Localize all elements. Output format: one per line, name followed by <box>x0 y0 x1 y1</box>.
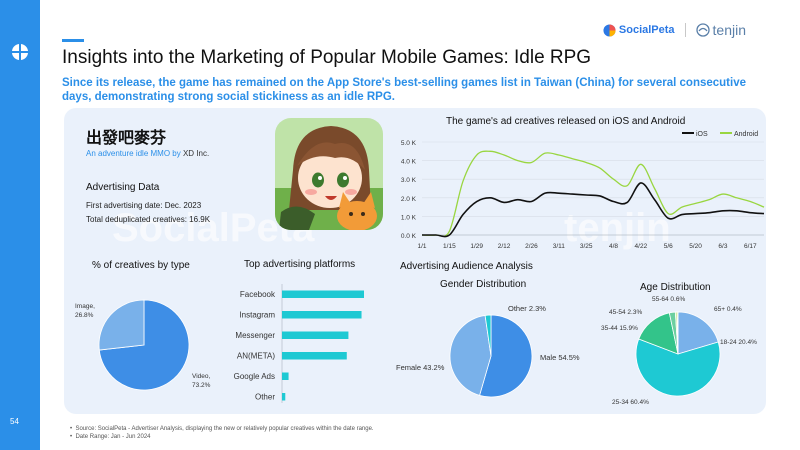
line-chart-x-tick: 3/11 <box>553 243 566 250</box>
age-label: 18-24 20.4% <box>720 339 757 346</box>
age-pie-chart: 18-24 20.4% 25-34 60.4% 35-44 15.9% 45-54 2… <box>601 296 757 406</box>
bar-google-ads <box>282 372 289 380</box>
line-chart-y-tick: 5.0 K <box>401 140 417 147</box>
brand-divider <box>684 23 686 37</box>
line-chart-x-tick: 6/3 <box>718 243 727 250</box>
audience-analysis-title: Advertising Audience Analysis <box>400 261 533 272</box>
creative-type-chart-title: % of creatives by type <box>92 260 190 271</box>
page-number: 54 <box>10 417 19 426</box>
pie-label-video: Video, <box>192 373 211 380</box>
age-label: 35-44 15.9% <box>601 325 638 332</box>
line-chart-y-tick: 1.0 K <box>401 214 417 221</box>
age-slice-18-24 <box>677 311 719 355</box>
socialpeta-logo-icon <box>603 23 616 37</box>
gender-label-male: Male 54.5% <box>540 353 580 362</box>
line-chart-x-tick: 5/6 <box>664 243 673 250</box>
game-description-prefix: An adventure idle MMO by <box>86 149 183 158</box>
line-chart-x-tick: 5/20 <box>689 243 702 250</box>
watermark-tenjin: tenjin <box>564 206 671 250</box>
legend-label-android: Android <box>734 131 758 138</box>
bar-category-label: Google Ads <box>234 372 275 381</box>
creative-type-pie-chart: Video, 73.2% Image, 26.8% <box>75 299 211 391</box>
line-chart-y-tick: 2.0 K <box>401 196 417 203</box>
pie-slice-image <box>98 299 145 351</box>
pie-label-video: 73.2% <box>192 382 211 389</box>
footnote-source: • Source: SocialPeta - Advertiser Analys… <box>70 426 374 432</box>
footnote-date-range: • Date Range: Jan - Jun 2024 <box>70 434 151 440</box>
line-chart-x-tick: 6/17 <box>744 243 757 250</box>
gender-label-other: Other 2.3% <box>508 304 546 313</box>
line-chart-y-tick: 4.0 K <box>401 159 417 166</box>
pie-logo-icon <box>12 44 28 60</box>
line-chart-x-tick: 2/26 <box>525 243 538 250</box>
line-chart-x-tick: 4/8 <box>609 243 618 250</box>
gender-label-female: Female 43.2% <box>396 363 445 372</box>
bar-an-meta- <box>282 352 347 360</box>
gender-slice-female <box>449 314 492 396</box>
socialpeta-logo-text: SocialPeta <box>618 24 675 36</box>
gender-chart-title: Gender Distribution <box>440 279 527 290</box>
legend-label-ios: iOS <box>696 131 708 138</box>
bar-category-label: Facebook <box>240 290 276 299</box>
footnote-source-text: Source: SocialPeta - Advertiser Analysis… <box>75 426 374 432</box>
brand-logos: SocialPeta tenjin <box>603 22 746 38</box>
gender-slice-other <box>484 314 492 357</box>
line-chart-x-tick: 1/15 <box>443 243 456 250</box>
socialpeta-logo: SocialPeta <box>603 23 675 37</box>
age-label: 65+ 0.4% <box>714 306 742 313</box>
tenjin-logo-icon <box>695 23 710 37</box>
gender-slice-male <box>479 314 533 398</box>
line-chart-x-tick: 1/1 <box>417 243 426 250</box>
age-label: 45-54 2.3% <box>609 309 642 316</box>
line-series-android <box>421 150 765 237</box>
bar-category-label: Other <box>255 393 275 402</box>
title-accent-bar <box>62 39 84 42</box>
age-chart-title: Age Distribution <box>640 282 711 293</box>
bar-other <box>282 393 286 401</box>
age-slice-25-34 <box>635 338 721 397</box>
platform-bar-chart: Facebook Instagram Messenger AN(META) Google… <box>234 284 364 403</box>
total-creatives: Total deduplicated creatives: 16.9K <box>86 215 211 224</box>
gender-pie-chart: Male 54.5% Female 43.2% Other 2.3% <box>396 304 580 398</box>
pie-label-image: Image, <box>75 303 95 310</box>
page-subtitle: Since its release, the game has remained… <box>62 77 747 103</box>
tenjin-logo: tenjin <box>695 22 746 38</box>
platform-chart-title: Top advertising platforms <box>244 259 356 270</box>
line-chart-title: The game's ad creatives released on iOS … <box>446 116 686 127</box>
line-series-ios <box>422 182 765 238</box>
pie-label-image: 26.8% <box>75 312 94 319</box>
game-publisher: XD Inc. <box>182 149 210 158</box>
bar-instagram <box>282 311 362 319</box>
line-chart-x-tick: 1/29 <box>470 243 483 250</box>
bar-category-label: AN(META) <box>237 352 275 361</box>
bar-category-label: Instagram <box>239 311 275 320</box>
line-chart-x-tick: 2/12 <box>498 243 511 250</box>
bar-category-label: Messenger <box>235 331 275 340</box>
game-name: 出發吧麥芬 <box>86 130 167 147</box>
line-chart-y-tick: 0.0 K <box>401 233 417 240</box>
line-chart: 0.0 K 1.0 K 2.0 K 3.0 K 4.0 K 5.0 K 1/1 1/15 1/2… <box>401 131 765 250</box>
age-label: 55-64 0.6% <box>652 296 685 303</box>
bar-facebook <box>282 290 364 298</box>
age-slice-65- <box>676 311 679 355</box>
footnote-date-range-text: Date Range: Jan - Jun 2024 <box>75 434 151 440</box>
sidebar-strip: 54 <box>0 0 40 450</box>
game-app-icon <box>275 118 383 230</box>
page-title: Insights into the Marketing of Popular M… <box>62 47 592 68</box>
line-chart-x-tick: 3/25 <box>580 243 593 250</box>
game-description: An adventure idle MMO by XD Inc. <box>86 149 209 158</box>
line-chart-x-tick: 4/22 <box>635 243 648 250</box>
age-label: 25-34 60.4% <box>612 399 649 406</box>
line-chart-y-tick: 3.0 K <box>401 177 417 184</box>
tenjin-logo-text: tenjin <box>712 22 746 38</box>
advertising-data-heading: Advertising Data <box>86 182 160 193</box>
bar-messenger <box>282 331 349 339</box>
first-advertising-date: First advertising date: Dec. 2023 <box>86 201 202 210</box>
